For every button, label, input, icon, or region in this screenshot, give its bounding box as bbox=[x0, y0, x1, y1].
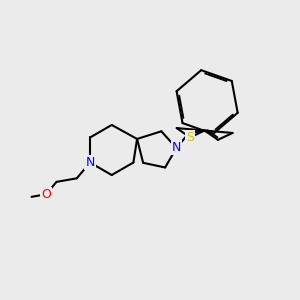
Text: O: O bbox=[41, 188, 51, 201]
Text: N: N bbox=[85, 156, 95, 169]
Text: S: S bbox=[186, 131, 194, 144]
Text: N: N bbox=[172, 142, 181, 154]
